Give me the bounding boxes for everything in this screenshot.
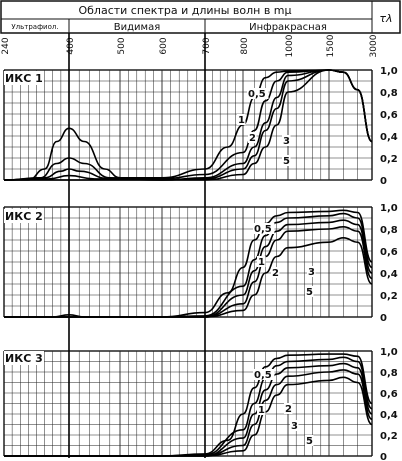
curve-label-0-5: 0,5 [248,89,266,100]
curve-label-bg [305,435,314,446]
x-tick-label-8: 3000 [369,34,379,57]
curve-label-1: 1 [258,257,265,268]
y-tick-label: 1,0 [380,66,398,77]
panel-2: 1,0 0,8 0,6 0,4 0,2 0 0,5 12 3 5 ИКС 2 [3,203,398,324]
panel-label-bg [4,351,44,365]
curve-label-1: 1 [238,115,245,126]
y-tick-label: 0,8 [380,368,398,379]
panel-3: 1,0 0,8 0,6 0,4 0,2 0 0,5 1 2 35 ИКС 3 [3,347,398,461]
y-tick-label: 0,4 [380,410,398,421]
y-tick-label: 0 [380,452,387,461]
curve-label-bg [282,135,291,146]
curve-label-2: 2 [272,268,279,279]
curve-label-bg [247,88,269,99]
curve-label-0-5: 0,5 [254,224,272,235]
x-tick-label-5: 800 [240,37,250,54]
x-tick-label-2: 500 [117,37,127,54]
header-title: Области спектра и длины волн в mμ [78,4,291,17]
curve-label-bg [282,155,291,166]
region-ultraviolet: Ультрафиол. [11,23,58,31]
y-tick-label: 1,0 [380,203,398,214]
series-line-5 [4,69,373,181]
series-line-5 [4,236,373,318]
y-tick-label: 0,6 [380,110,398,121]
y-tick-label: 0,8 [380,225,398,236]
y-tick-label: 0,6 [380,247,398,258]
curve-label-2: 2 [285,404,292,415]
x-tick-label-0: 240 [1,37,11,54]
y-tick-label: 0,2 [380,154,398,165]
curve-label-0-5: 0,5 [254,370,272,381]
panel-label: ИКС 2 [5,210,43,223]
y-axis-symbol: τλ [379,12,392,25]
x-tick-label-1: 400 [66,37,76,54]
curve-label-bg [253,369,275,380]
curve-label-1: 1 [258,405,265,416]
curve-label-5: 5 [283,156,290,167]
curve-label-2: 2 [249,133,256,144]
panel-label: ИКС 3 [5,352,43,365]
curve-label-bg [248,132,257,143]
y-tick-label: 0,4 [380,132,398,143]
y-tick-label: 1,0 [380,347,398,358]
panel-label-bg [4,71,44,85]
region-infrared: Инфракрасная [249,22,327,33]
y-tick-label: 0 [380,176,387,187]
curve-label-3: 3 [283,136,290,147]
panel-1: 1,0 0,8 0,6 0,4 0,2 0 0,5 12 3 5 ИКС 1 [3,66,398,187]
curve-label-5: 5 [306,287,313,298]
panel-label: ИКС 1 [5,72,43,85]
y-tick-label: 0,6 [380,389,398,400]
curve-label-bg [271,267,280,278]
x-tick-label-4: 700 [202,37,212,54]
y-tick-label: 0,2 [380,291,398,302]
curve-label-bg [305,286,314,297]
curve-label-bg [253,223,275,234]
x-tick-label-6: 1000 [285,34,295,57]
curve-label-bg [237,114,246,125]
curve-label-3: 3 [291,421,298,432]
curve-label-bg [257,256,266,267]
curve-label-bg [257,404,266,415]
y-tick-label: 0,8 [380,88,398,99]
curve-label-bg [290,420,299,431]
panel-label-bg [4,209,44,223]
region-visible: Видимая [114,22,160,33]
y-tick-label: 0,4 [380,269,398,280]
x-tick-label-7: 1500 [326,34,336,57]
curve-label-bg [307,266,316,277]
curve-label-5: 5 [306,436,313,447]
x-tick-labels: 240 400 500 600 700 800 1000 1500 3000 [1,34,379,57]
y-tick-label: 0,2 [380,431,398,442]
header: Области спектра и длины волн в mμ Ультра… [0,0,401,34]
curve-label-bg [284,403,293,414]
curve-label-3: 3 [308,267,315,278]
x-tick-label-3: 600 [159,37,169,54]
y-tick-label: 0 [380,313,387,324]
series-line-5 [4,376,373,457]
